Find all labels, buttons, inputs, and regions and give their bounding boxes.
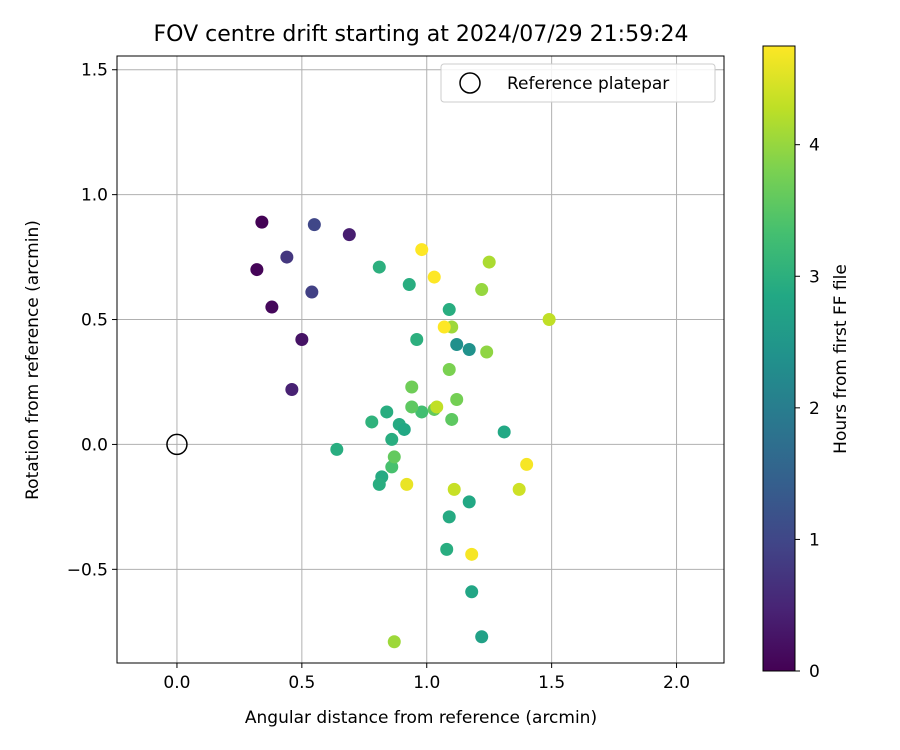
data-point xyxy=(450,392,464,406)
data-point xyxy=(385,460,399,474)
x-tick-label: 0.5 xyxy=(288,673,315,693)
data-point xyxy=(387,635,401,649)
data-point xyxy=(387,450,401,464)
y-tick-label: −0.5 xyxy=(67,560,108,580)
colorbar-tick-label: 3 xyxy=(809,267,820,287)
data-point xyxy=(400,477,414,491)
data-point xyxy=(405,380,419,394)
data-point xyxy=(447,482,461,496)
y-tick-label: 0.5 xyxy=(81,311,108,331)
data-point xyxy=(475,283,489,297)
data-point xyxy=(372,477,386,491)
data-point xyxy=(480,345,494,359)
data-point xyxy=(450,338,464,352)
data-point xyxy=(427,270,441,284)
data-point xyxy=(442,303,456,317)
x-axis-ticks: 0.0 0.5 1.0 1.5 2.0 xyxy=(163,663,690,693)
data-point xyxy=(440,542,454,556)
data-point xyxy=(430,400,444,414)
data-point xyxy=(442,362,456,376)
data-point xyxy=(295,333,309,347)
data-point xyxy=(482,255,496,269)
x-axis-label: Angular distance from reference (arcmin) xyxy=(245,708,597,728)
legend-marker xyxy=(459,72,481,94)
data-point xyxy=(520,457,534,471)
y-tick-label: 1.0 xyxy=(81,186,108,206)
data-point xyxy=(465,585,479,599)
data-point xyxy=(512,482,526,496)
x-tick-label: 1.0 xyxy=(413,673,440,693)
data-point xyxy=(380,405,394,419)
colorbar-ticks: 0 1 2 3 4 xyxy=(795,136,820,682)
data-point xyxy=(330,442,344,456)
data-point xyxy=(402,278,416,292)
data-point xyxy=(475,630,489,644)
data-point xyxy=(445,412,459,426)
data-point xyxy=(415,405,429,419)
data-point xyxy=(397,422,411,436)
legend: Reference platepar xyxy=(440,63,716,103)
x-tick-label: 2.0 xyxy=(663,673,690,693)
colorbar-frame xyxy=(762,45,796,672)
data-point xyxy=(442,510,456,524)
data-point xyxy=(305,285,319,299)
data-point xyxy=(255,215,269,229)
colorbar-tick-label: 0 xyxy=(809,662,820,682)
y-axis-ticks: −0.5 0.0 0.5 1.0 1.5 xyxy=(67,61,117,580)
data-point xyxy=(342,228,356,242)
data-point xyxy=(385,432,399,446)
data-point xyxy=(250,263,264,277)
data-point xyxy=(285,382,299,396)
legend-box xyxy=(440,63,716,103)
data-point xyxy=(365,415,379,429)
data-point xyxy=(465,547,479,561)
y-axis-label: Rotation from reference (arcmin) xyxy=(23,220,43,500)
data-point xyxy=(542,313,556,327)
data-point xyxy=(405,400,419,414)
data-point xyxy=(462,343,476,357)
y-tick-label: 1.5 xyxy=(81,61,108,81)
colorbar-tick-label: 1 xyxy=(809,530,820,550)
data-point xyxy=(410,333,424,347)
data-point xyxy=(265,300,279,314)
data-points xyxy=(250,215,556,649)
data-point xyxy=(415,243,429,257)
data-point xyxy=(307,218,321,232)
reference-platepar-marker xyxy=(166,433,188,456)
colorbar-gradient xyxy=(763,46,795,671)
legend-label: Reference platepar xyxy=(507,74,669,94)
data-point xyxy=(437,320,451,334)
colorbar-tick-label: 2 xyxy=(809,399,820,419)
data-point xyxy=(372,260,386,274)
colorbar-label: Hours from first FF file xyxy=(831,264,851,454)
x-tick-label: 1.5 xyxy=(538,673,565,693)
plot-frame xyxy=(116,55,725,664)
data-point xyxy=(497,425,511,439)
data-point xyxy=(462,495,476,509)
colorbar: 0 1 2 3 4 Hours from first FF file xyxy=(762,45,851,682)
y-tick-label: 0.0 xyxy=(81,435,108,455)
grid-lines xyxy=(117,56,724,663)
colorbar-tick-label: 4 xyxy=(809,136,820,156)
x-tick-label: 0.0 xyxy=(163,673,190,693)
data-point xyxy=(280,250,294,264)
chart-title: FOV centre drift starting at 2024/07/29 … xyxy=(154,22,689,47)
